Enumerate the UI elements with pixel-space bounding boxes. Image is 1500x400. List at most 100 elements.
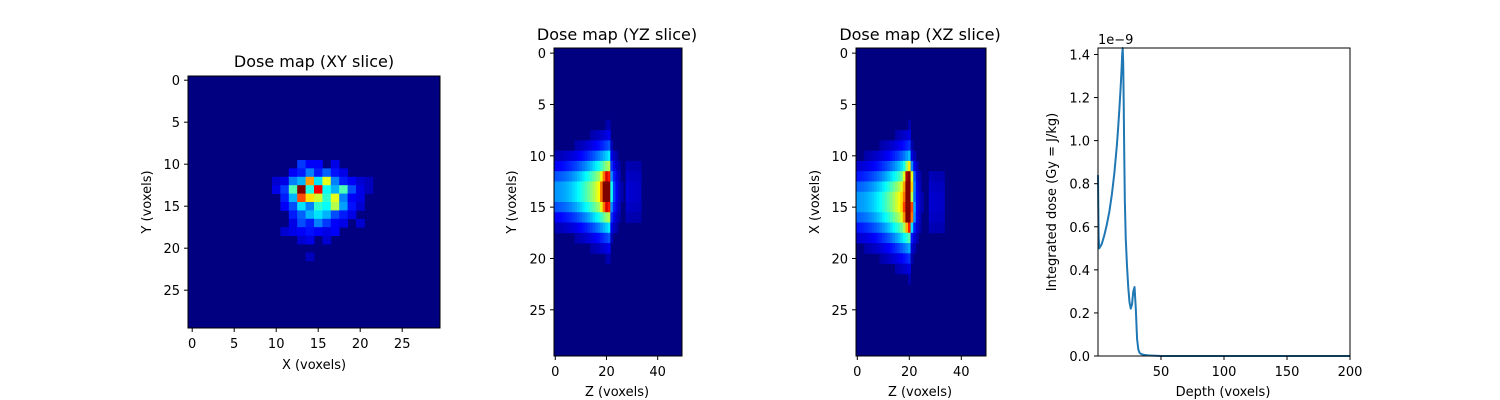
heatmap-cell (869, 160, 872, 172)
heatmap-cell (579, 150, 583, 162)
heatmap-cell (559, 212, 563, 223)
heatmap-cell (605, 181, 609, 193)
heatmap-cell (605, 232, 609, 244)
heatmap-cell (900, 232, 904, 244)
heatmap-cell (605, 222, 609, 234)
heatmap-cell (574, 181, 578, 193)
heatmap-cell (280, 193, 290, 203)
heatmap-cell (931, 181, 935, 193)
heatmap-cell (869, 222, 872, 234)
y-tick-label: 1.0 (1069, 135, 1090, 150)
heatmap-cell (863, 160, 867, 172)
heatmap-cell (900, 191, 904, 203)
heatmap-cell (554, 212, 557, 223)
heatmap-cell (607, 140, 611, 152)
heatmap-cell (584, 150, 588, 162)
heatmap-cell (592, 202, 596, 213)
heatmap-cell (882, 243, 885, 254)
heatmap-cell (322, 193, 332, 203)
heatmap-cell (615, 191, 619, 203)
heatmap-cell (897, 171, 901, 182)
heatmap-cell (928, 202, 932, 213)
heatmap-cell (592, 171, 596, 182)
heatmap-cell (288, 218, 298, 228)
y-axis-label: Y (voxels) (140, 170, 155, 234)
heatmap-cell (887, 171, 891, 182)
heatmap-cell (356, 202, 365, 211)
y-tick-label: 0.0 (1069, 350, 1090, 365)
heatmap-cell (607, 212, 611, 223)
heatmap-cell (322, 202, 332, 211)
heatmap-cell (892, 243, 896, 254)
heatmap-cell (339, 210, 348, 220)
heatmap-cell (884, 150, 888, 162)
heatmap-cell (574, 202, 578, 213)
heatmap-cell (638, 212, 642, 223)
heatmap-cell (913, 181, 917, 193)
heatmap-cell (587, 191, 591, 203)
y-tick-label: 25 (831, 304, 848, 319)
heatmap-cell (897, 222, 901, 234)
heatmap-cell (594, 150, 598, 162)
y-tick-label: 0.6 (1069, 221, 1090, 236)
heatmap-cell (602, 212, 606, 223)
heatmap-cell (584, 140, 588, 152)
heatmap-cell (905, 243, 909, 254)
heatmap-cell (330, 202, 340, 211)
heatmap-cell (871, 222, 875, 234)
heatmap-cell (861, 212, 865, 223)
heatmap-cell (566, 222, 570, 234)
heatmap-cell (610, 212, 614, 223)
heatmap-cell (638, 202, 642, 213)
heatmap-cell (602, 181, 606, 193)
heatmap-cell (554, 160, 557, 172)
heatmap-cell (564, 150, 568, 162)
heatmap-cell (895, 212, 898, 223)
heatmap-cell (882, 232, 885, 244)
heatmap-cell (612, 202, 616, 213)
heatmap-cell (605, 160, 609, 172)
heatmap-cell (892, 202, 896, 213)
heatmap-cell (866, 222, 870, 234)
heatmap-cell (897, 181, 901, 193)
heatmap-cell (594, 243, 598, 254)
heatmap-cell (607, 119, 611, 131)
y-axis-label: Y (voxels) (505, 170, 520, 234)
y-tick-label: 5 (172, 116, 180, 131)
heatmap-cell (288, 193, 298, 203)
heatmap-cell (633, 202, 637, 213)
heatmap-cell (902, 263, 906, 275)
heatmap-cell (882, 150, 885, 162)
heatmap-cell (915, 160, 919, 172)
y-tick-label: 20 (163, 242, 180, 257)
heatmap-cell (879, 181, 883, 193)
heatmap-cell (594, 171, 598, 182)
heatmap-cell (607, 232, 611, 244)
heatmap-cell (941, 222, 945, 234)
heatmap-cell (887, 212, 891, 223)
heatmap-cell (605, 212, 609, 223)
heatmap-cell (913, 191, 917, 203)
heatmap-cell (876, 243, 880, 254)
heatmap-cell (889, 181, 893, 193)
heatmap-cell (928, 191, 932, 203)
heatmap-cell (900, 253, 904, 264)
heatmap-cell (587, 181, 591, 193)
heatmap-cell (625, 202, 629, 213)
heatmap-cell (587, 171, 591, 182)
heatmap-cell (633, 171, 637, 182)
heatmap-cell (879, 202, 883, 213)
heatmap-cell (876, 181, 880, 193)
heatmap-cell (615, 222, 619, 234)
heatmap-cell (288, 202, 298, 211)
heatmap-cell (897, 130, 901, 141)
heatmap-cell (630, 160, 634, 172)
heatmap-cell (594, 160, 598, 172)
heatmap-cell (879, 253, 883, 264)
heatmap-cell (364, 185, 374, 194)
heatmap-cell (910, 160, 914, 172)
heatmap-cell (612, 212, 616, 223)
heatmap-cell (602, 160, 606, 172)
heatmap-cell (889, 253, 893, 264)
heatmap-cell (582, 222, 586, 234)
